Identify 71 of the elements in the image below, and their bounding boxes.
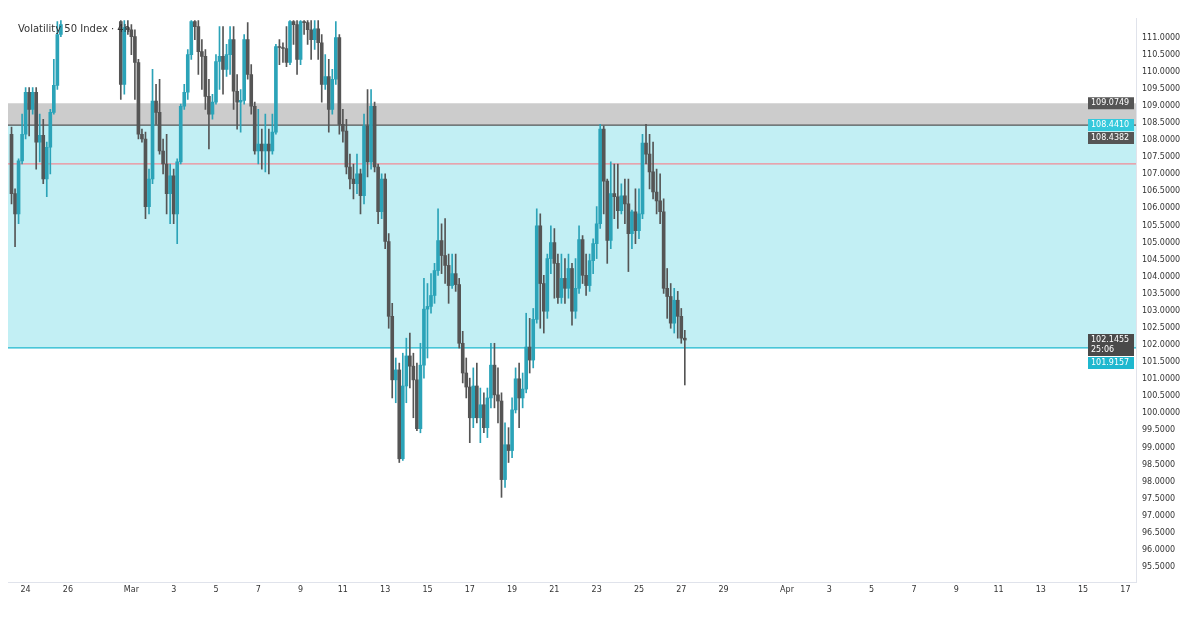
ref-line-label: 101.9157 xyxy=(1091,358,1130,368)
y-tick-label: 101.0000 xyxy=(1142,374,1181,384)
y-tick-label: 101.5000 xyxy=(1142,357,1181,367)
y-tick-label: 105.0000 xyxy=(1142,237,1181,247)
y-tick-label: 104.0000 xyxy=(1142,271,1181,281)
y-tick-label: 110.0000 xyxy=(1142,66,1181,76)
candlestick xyxy=(616,163,620,229)
x-tick-label: 26 xyxy=(62,585,74,595)
annotation: 25:06 xyxy=(1091,345,1115,355)
x-tick-label: 5 xyxy=(869,585,875,595)
y-tick-label: 102.0000 xyxy=(1142,340,1181,350)
y-tick-label: 105.5000 xyxy=(1142,220,1181,230)
x-tick-label: 23 xyxy=(591,585,602,595)
y-tick-label: 109.0000 xyxy=(1142,100,1181,110)
x-tick-label: 9 xyxy=(953,585,959,595)
y-tick-label: 108.5000 xyxy=(1142,118,1181,128)
y-tick-label: 103.0000 xyxy=(1142,305,1181,315)
ref-line-label: 108.4382 xyxy=(1091,133,1130,143)
candlestick xyxy=(256,108,261,165)
x-tick-label: 13 xyxy=(380,585,391,595)
x-tick-label: 3 xyxy=(826,585,832,595)
y-tick-label: 100.5000 xyxy=(1142,391,1181,401)
y-tick-label: 96.5000 xyxy=(1142,527,1176,537)
x-tick-label: Apr xyxy=(780,585,795,595)
y-tick-label: 100.0000 xyxy=(1142,408,1181,418)
y-tick-label: 99.5000 xyxy=(1142,425,1176,435)
x-tick-label: 19 xyxy=(506,585,518,595)
y-tick-label: 106.5000 xyxy=(1142,186,1181,196)
x-tick-label: 15 xyxy=(422,585,433,595)
y-tick-label: 96.0000 xyxy=(1142,545,1176,555)
band-label: 108.4410 xyxy=(1091,120,1130,130)
y-tick-label: 107.0000 xyxy=(1142,169,1181,179)
band-label: 109.0749 xyxy=(1091,98,1130,108)
annotation: 102.1455 xyxy=(1091,335,1130,345)
x-tick-label: 17 xyxy=(1120,585,1131,595)
y-tick-label: 110.5000 xyxy=(1142,49,1181,59)
y-tick-label: 99.0000 xyxy=(1142,442,1176,452)
x-tick-label: 15 xyxy=(1078,585,1089,595)
y-tick-label: 102.5000 xyxy=(1142,323,1181,332)
y-tick-label: 103.5000 xyxy=(1142,288,1181,298)
x-tick-label: 17 xyxy=(464,585,475,595)
x-tick-label: 11 xyxy=(993,585,1004,595)
y-tick-label: 111.0000 xyxy=(1142,32,1181,42)
y-tick-label: 98.5000 xyxy=(1142,459,1176,469)
y-tick-label: 97.5000 xyxy=(1142,493,1176,503)
y-tick-label: 104.5000 xyxy=(1142,254,1181,264)
candlestick xyxy=(267,128,271,175)
y-tick-label: 95.5000 xyxy=(1142,562,1176,572)
x-tick-label: 24 xyxy=(20,585,31,595)
x-tick-label: 25 xyxy=(633,585,645,595)
x-tick-label: 27 xyxy=(676,585,687,595)
y-tick-label: 97.0000 xyxy=(1142,510,1176,520)
y-tick-label: 107.5000 xyxy=(1142,152,1181,162)
candlestick xyxy=(563,258,567,304)
x-tick-label: 9 xyxy=(298,585,304,595)
x-tick-label: 11 xyxy=(337,585,348,595)
y-tick-label: 106.0000 xyxy=(1142,203,1181,213)
y-tick-label: 108.0000 xyxy=(1142,135,1181,145)
x-tick-label: 29 xyxy=(718,585,729,595)
candlestick xyxy=(323,54,328,90)
candlestick xyxy=(355,153,359,195)
x-tick-label: 3 xyxy=(171,585,177,595)
y-tick-label: 98.0000 xyxy=(1142,476,1176,486)
x-tick-label: 7 xyxy=(255,585,261,595)
y-tick-label: 109.5000 xyxy=(1142,83,1181,93)
x-tick-label: 13 xyxy=(1035,585,1046,595)
x-tick-label: 7 xyxy=(911,585,917,595)
x-tick-label: 5 xyxy=(213,585,219,595)
x-tick-label: Mar xyxy=(123,585,140,595)
x-tick-label: 21 xyxy=(549,585,560,595)
candlestick xyxy=(221,26,225,95)
